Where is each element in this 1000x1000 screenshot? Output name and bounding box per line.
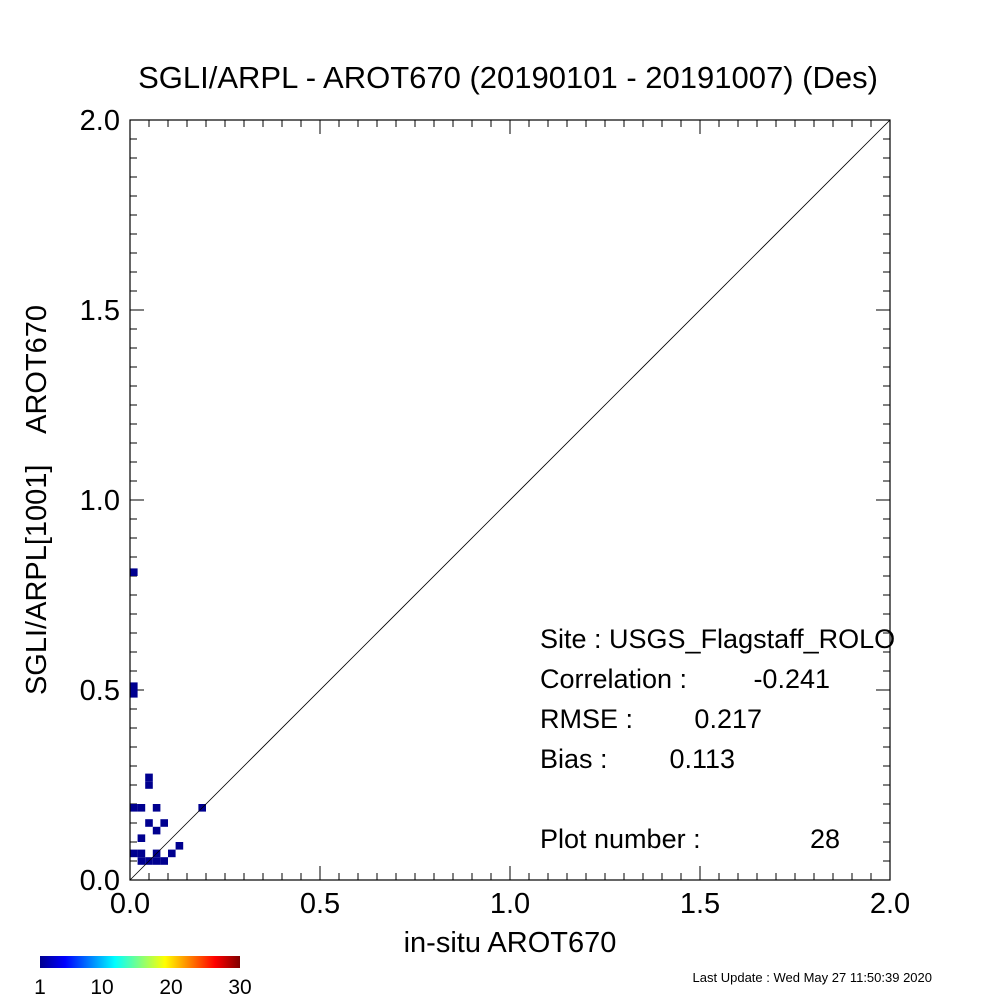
heatmap-cell: [145, 819, 153, 827]
colorbar: [40, 956, 240, 968]
heatmap-cell: [160, 819, 168, 827]
colorbar-tick-label: 1: [34, 976, 46, 999]
heatmap-cell: [137, 804, 146, 812]
colorbar-tick-label: 10: [90, 976, 113, 999]
x-tick-label: 0.5: [300, 888, 340, 920]
stat-site: Site : USGS_Flagstaff_ROLO: [540, 624, 895, 654]
heatmap-cell: [152, 804, 161, 812]
axis-ticks: [129, 119, 891, 881]
heatmap-cell: [137, 857, 146, 865]
x-tick-label: 1.0: [490, 888, 530, 920]
y-tick-label: 2.0: [80, 105, 120, 137]
y-tick-label: 1.0: [80, 485, 120, 517]
heatmap-cells: [130, 568, 206, 865]
heatmap-cell: [152, 857, 161, 865]
stat-rmse-value: 0.217: [694, 704, 762, 734]
x-tick-labels: 0.0 0.5 1.0 1.5 2.0: [110, 888, 910, 920]
stat-rmse-label: RMSE :: [540, 704, 633, 734]
heatmap-cell: [137, 834, 146, 842]
heatmap-cell: [130, 682, 138, 690]
y-tick-label: 0.0: [80, 865, 120, 897]
stat-plot-number-label: Plot number :: [540, 824, 701, 854]
stat-correlation-value: -0.241: [753, 664, 830, 694]
y-axis-label: SGLI/ARPL[1001] AROT670: [21, 305, 53, 695]
heatmap-cell: [130, 690, 138, 698]
heatmap-cell: [168, 849, 176, 858]
colorbar-tick-label: 20: [159, 976, 182, 999]
y-tick-labels: 0.0 0.5 1.0 1.5 2.0: [80, 105, 120, 897]
heatmap-cell: [130, 568, 138, 576]
heatmap-cell: [152, 826, 161, 835]
heatmap-cell: [145, 773, 153, 782]
x-axis-label: in-situ AROT670: [404, 927, 617, 959]
stat-bias-value: 0.113: [669, 744, 735, 774]
x-tick-label: 1.5: [680, 888, 720, 920]
heatmap-cell: [137, 849, 146, 858]
colorbar-tick-label: 30: [228, 976, 251, 999]
chart-title: SGLI/ARPL - AROT670 (20190101 - 20191007…: [138, 60, 878, 95]
stat-plot-number-value: 28: [810, 824, 840, 854]
last-update: Last Update : Wed May 27 11:50:39 2020: [693, 970, 932, 985]
stat-correlation-label: Correlation :: [540, 664, 687, 694]
heatmap-cell: [175, 842, 184, 850]
colorbar-tick-labels: 1 10 20 30: [34, 976, 252, 999]
plot-frame: [129, 119, 891, 881]
y-tick-label: 0.5: [80, 675, 120, 707]
one-to-one-line: [129, 119, 891, 881]
heatmap-cell: [130, 849, 138, 858]
x-tick-label: 0.0: [110, 888, 150, 920]
heatmap-cell: [145, 781, 153, 789]
heatmap-cell: [130, 804, 138, 812]
stat-bias-label: Bias :: [540, 744, 608, 774]
heatmap-cell: [160, 857, 168, 865]
y-tick-label: 1.5: [80, 295, 120, 327]
x-tick-label: 2.0: [870, 888, 910, 920]
